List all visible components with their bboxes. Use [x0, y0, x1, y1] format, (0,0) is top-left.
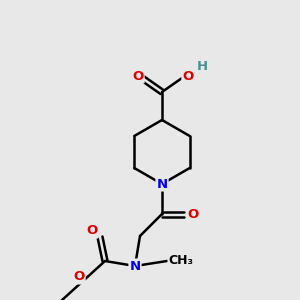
Text: N: N	[156, 178, 168, 190]
Text: O: O	[132, 70, 144, 83]
Text: O: O	[182, 70, 194, 83]
Text: O: O	[86, 224, 98, 238]
Text: O: O	[188, 208, 199, 220]
Text: O: O	[74, 271, 85, 284]
Text: CH₃: CH₃	[169, 254, 194, 268]
Text: H: H	[196, 59, 208, 73]
Text: N: N	[129, 260, 141, 272]
